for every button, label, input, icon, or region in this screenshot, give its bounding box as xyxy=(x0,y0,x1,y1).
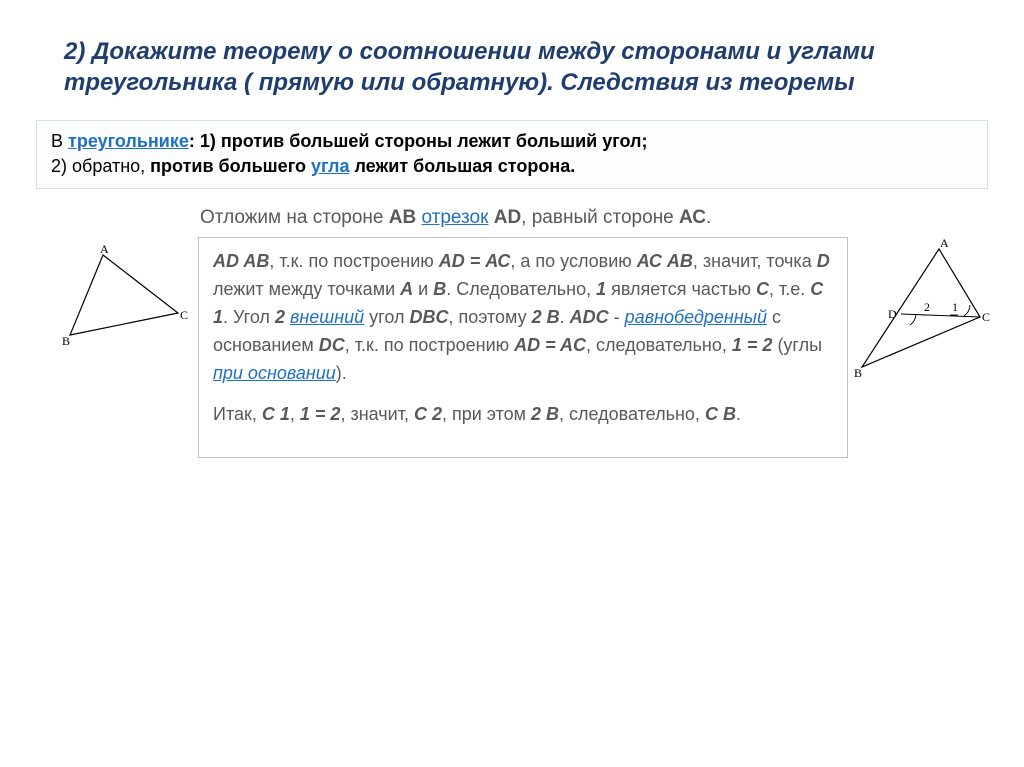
pf-1af: , следовательно, xyxy=(586,335,732,355)
pf-1v: DBC xyxy=(409,307,448,327)
theorem-text-prefix: В xyxy=(51,131,68,151)
pf-1b: , т.к. по построению xyxy=(269,251,438,271)
pf-2h: 2 В xyxy=(531,404,559,424)
pf-2b: С 1 xyxy=(262,404,290,424)
pf-2a: Итак, xyxy=(213,404,262,424)
pf-1j: и xyxy=(413,279,433,299)
pf-1i: А xyxy=(400,279,413,299)
right-triangle-figure: A B C D 2 1 xyxy=(844,239,994,389)
pf-1m: 1 xyxy=(596,279,606,299)
pf-1r: . Угол xyxy=(223,307,275,327)
angle-link[interactable]: угла xyxy=(311,156,350,176)
intro-ab: АВ xyxy=(389,207,416,228)
pf-1o: С xyxy=(756,279,769,299)
label-A-right: A xyxy=(940,239,949,250)
intro-t1: Отложим на стороне xyxy=(200,207,389,228)
pf-2e: , значит, xyxy=(340,404,414,424)
intro-ac: АС xyxy=(679,207,706,228)
proof-box: AD AB, т.к. по построению AD = АС, а по … xyxy=(198,237,848,458)
pf-1ah: (углы xyxy=(772,335,822,355)
pf-2j: С В xyxy=(705,404,736,424)
pf-1c: AD = АС xyxy=(439,251,511,271)
external-angle-link[interactable]: внешний xyxy=(290,307,364,327)
label-angle-1: 1 xyxy=(952,300,958,314)
pf-1w: , поэтому xyxy=(448,307,531,327)
pf-1g: D xyxy=(817,251,830,271)
pf-1ag: 1 = 2 xyxy=(732,335,773,355)
pf-1x: 2 В xyxy=(532,307,560,327)
pf-1s: 2 xyxy=(275,307,285,327)
pf-1ac: DC xyxy=(319,335,345,355)
intro-t4: , равный стороне xyxy=(521,207,679,228)
pf-2i: , следовательно, xyxy=(559,404,705,424)
label-B-right: B xyxy=(854,366,862,380)
theorem-part1: : 1) против большей стороны лежит больши… xyxy=(189,131,648,151)
pf-1ae: AD = AC xyxy=(514,335,586,355)
label-C-right: C xyxy=(982,310,990,324)
slide-title: 2) Докажите теорему о соотношении между … xyxy=(0,0,1024,116)
theorem-statement-box: В треугольнике: 1) против большей сторон… xyxy=(36,120,988,189)
proof-area: A B C AD AB, т.к. по построению AD = АС,… xyxy=(60,235,984,655)
pf-ad-ab: AD AB xyxy=(213,251,269,271)
proof-paragraph-2: Итак, С 1, 1 = 2, значит, С 2, при этом … xyxy=(213,401,833,429)
intro-t5: . xyxy=(706,207,711,228)
pf-1f: , значит, точка xyxy=(693,251,817,271)
theorem-part2c: лежит большая сторона. xyxy=(349,156,575,176)
pf-1d: , а по условию xyxy=(510,251,636,271)
intro-sentence: Отложим на стороне АВ отрезок AD, равный… xyxy=(0,189,1024,235)
pf-2g: , при этом xyxy=(442,404,531,424)
segment-link[interactable]: отрезок xyxy=(421,207,488,228)
label-B-left: B xyxy=(62,334,70,348)
left-triangle-figure: A B C xyxy=(60,243,190,353)
pf-1e: АС АВ xyxy=(637,251,693,271)
label-angle-2: 2 xyxy=(924,300,930,314)
pf-2d: 1 = 2 xyxy=(300,404,341,424)
pf-1ai: ). xyxy=(336,363,347,383)
theorem-part2b: против большего xyxy=(150,156,311,176)
pf-1l: . Следовательно, xyxy=(446,279,596,299)
pf-1z: ADC xyxy=(570,307,609,327)
pf-1ad: , т.к. по построению xyxy=(345,335,514,355)
base-angles-link[interactable]: при основании xyxy=(213,363,336,383)
pf-1aa: - xyxy=(609,307,625,327)
pf-2k: . xyxy=(736,404,741,424)
theorem-part2a: 2) обратно, xyxy=(51,156,150,176)
pf-1u: угол xyxy=(364,307,409,327)
pf-1k: В xyxy=(433,279,446,299)
pf-1y: . xyxy=(560,307,570,327)
isosceles-link[interactable]: равнобедренный xyxy=(625,307,767,327)
label-A-left: A xyxy=(100,243,109,256)
pf-1n: является частью xyxy=(606,279,756,299)
pf-1p: , т.е. xyxy=(769,279,810,299)
pf-2f: С 2 xyxy=(414,404,442,424)
intro-ad: AD xyxy=(494,207,521,228)
label-D-right: D xyxy=(888,307,897,321)
pf-1h: лежит между точками xyxy=(213,279,400,299)
proof-paragraph-1: AD AB, т.к. по построению AD = АС, а по … xyxy=(213,248,833,387)
pf-2c: , xyxy=(290,404,300,424)
triangle-link[interactable]: треугольнике xyxy=(68,131,189,151)
label-C-left: C xyxy=(180,308,188,322)
